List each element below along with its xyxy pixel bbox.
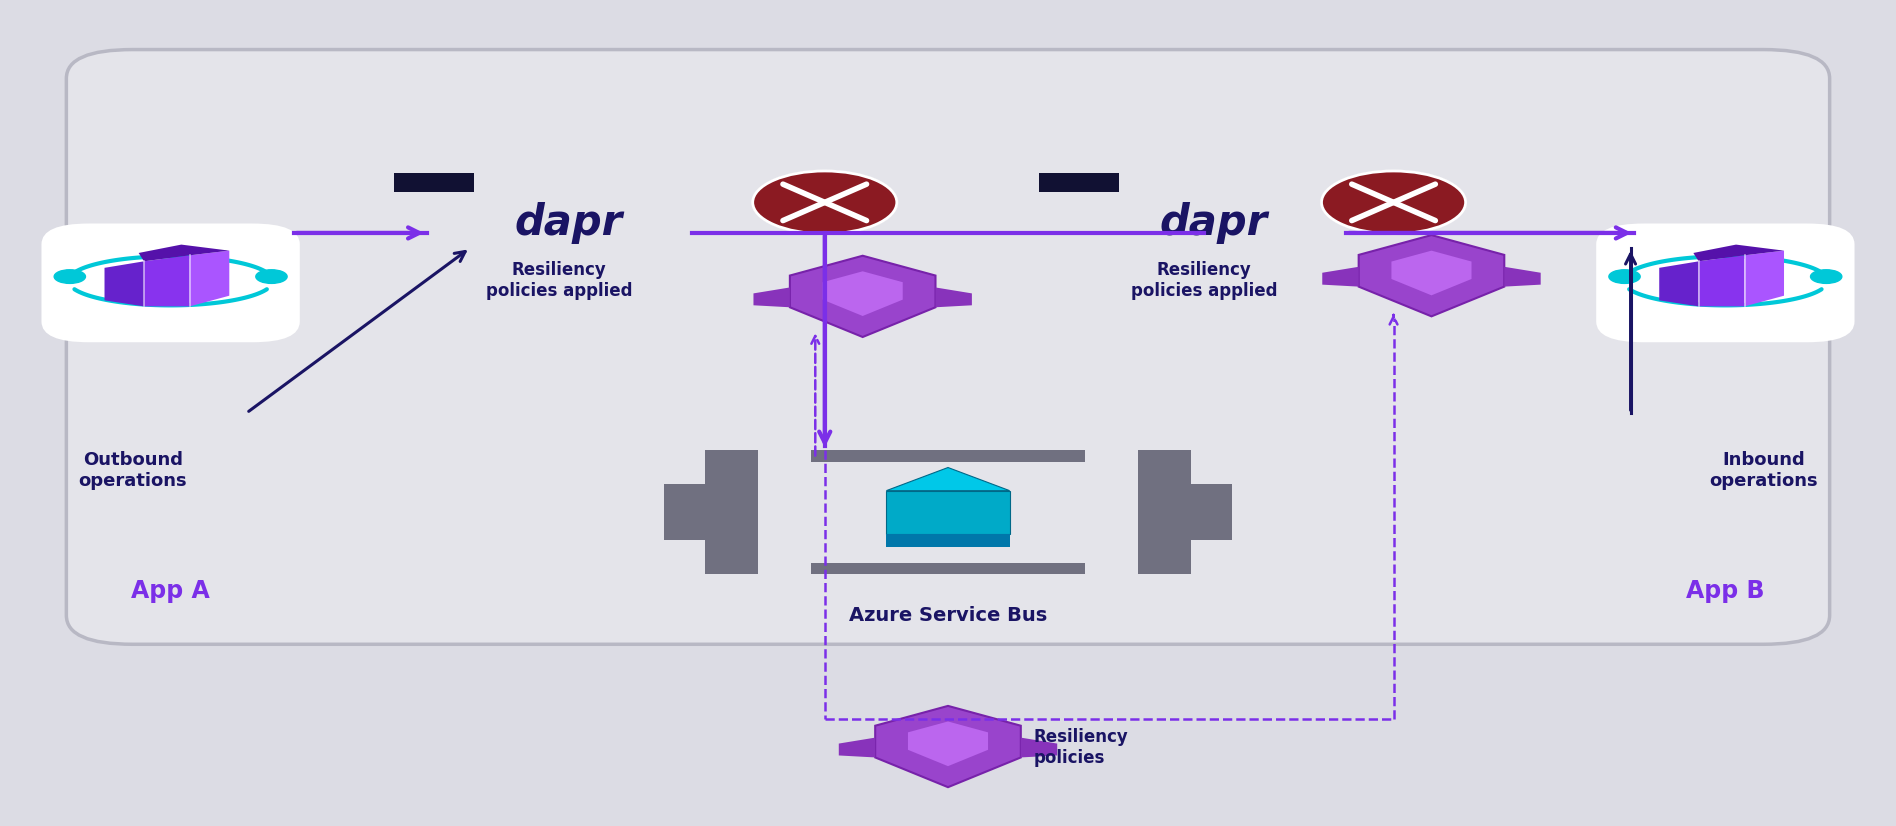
Circle shape (55, 270, 85, 283)
Polygon shape (104, 261, 144, 306)
Text: Inbound
operations: Inbound operations (1708, 452, 1818, 490)
Polygon shape (664, 450, 758, 574)
Polygon shape (1392, 250, 1471, 296)
Text: Outbound
operations: Outbound operations (78, 452, 188, 490)
Polygon shape (876, 706, 1020, 787)
Text: Resiliency
policies: Resiliency policies (1033, 729, 1128, 767)
Circle shape (256, 270, 286, 283)
Polygon shape (1138, 450, 1232, 574)
Text: dapr: dapr (1158, 202, 1268, 244)
FancyBboxPatch shape (811, 563, 1085, 574)
Polygon shape (838, 738, 876, 757)
Polygon shape (753, 287, 791, 307)
Text: Resiliency
policies applied: Resiliency policies applied (1130, 262, 1278, 300)
Circle shape (1322, 171, 1466, 234)
Text: Resiliency
policies applied: Resiliency policies applied (485, 262, 633, 300)
FancyBboxPatch shape (1039, 173, 1119, 192)
Text: App A: App A (131, 578, 210, 603)
Circle shape (1811, 270, 1841, 283)
Polygon shape (885, 534, 1009, 547)
Polygon shape (791, 256, 935, 337)
Polygon shape (908, 721, 988, 767)
Polygon shape (190, 250, 229, 306)
FancyBboxPatch shape (42, 224, 300, 342)
Polygon shape (935, 287, 973, 307)
Circle shape (1610, 270, 1640, 283)
FancyBboxPatch shape (1596, 224, 1854, 342)
Polygon shape (1744, 250, 1784, 306)
Polygon shape (1659, 261, 1699, 306)
Polygon shape (144, 255, 190, 306)
Polygon shape (138, 244, 229, 261)
FancyBboxPatch shape (811, 450, 1085, 462)
Polygon shape (885, 468, 1009, 491)
Polygon shape (1699, 255, 1744, 306)
FancyBboxPatch shape (66, 50, 1830, 644)
Text: Azure Service Bus: Azure Service Bus (849, 605, 1047, 625)
Polygon shape (1504, 267, 1541, 287)
Polygon shape (1020, 738, 1058, 757)
Polygon shape (1322, 267, 1359, 287)
Text: dapr: dapr (514, 202, 624, 244)
Polygon shape (1693, 244, 1784, 261)
FancyBboxPatch shape (885, 491, 1009, 534)
FancyBboxPatch shape (394, 173, 474, 192)
Text: App B: App B (1686, 578, 1765, 603)
Polygon shape (1359, 235, 1504, 316)
Circle shape (753, 171, 897, 234)
Polygon shape (823, 271, 902, 316)
